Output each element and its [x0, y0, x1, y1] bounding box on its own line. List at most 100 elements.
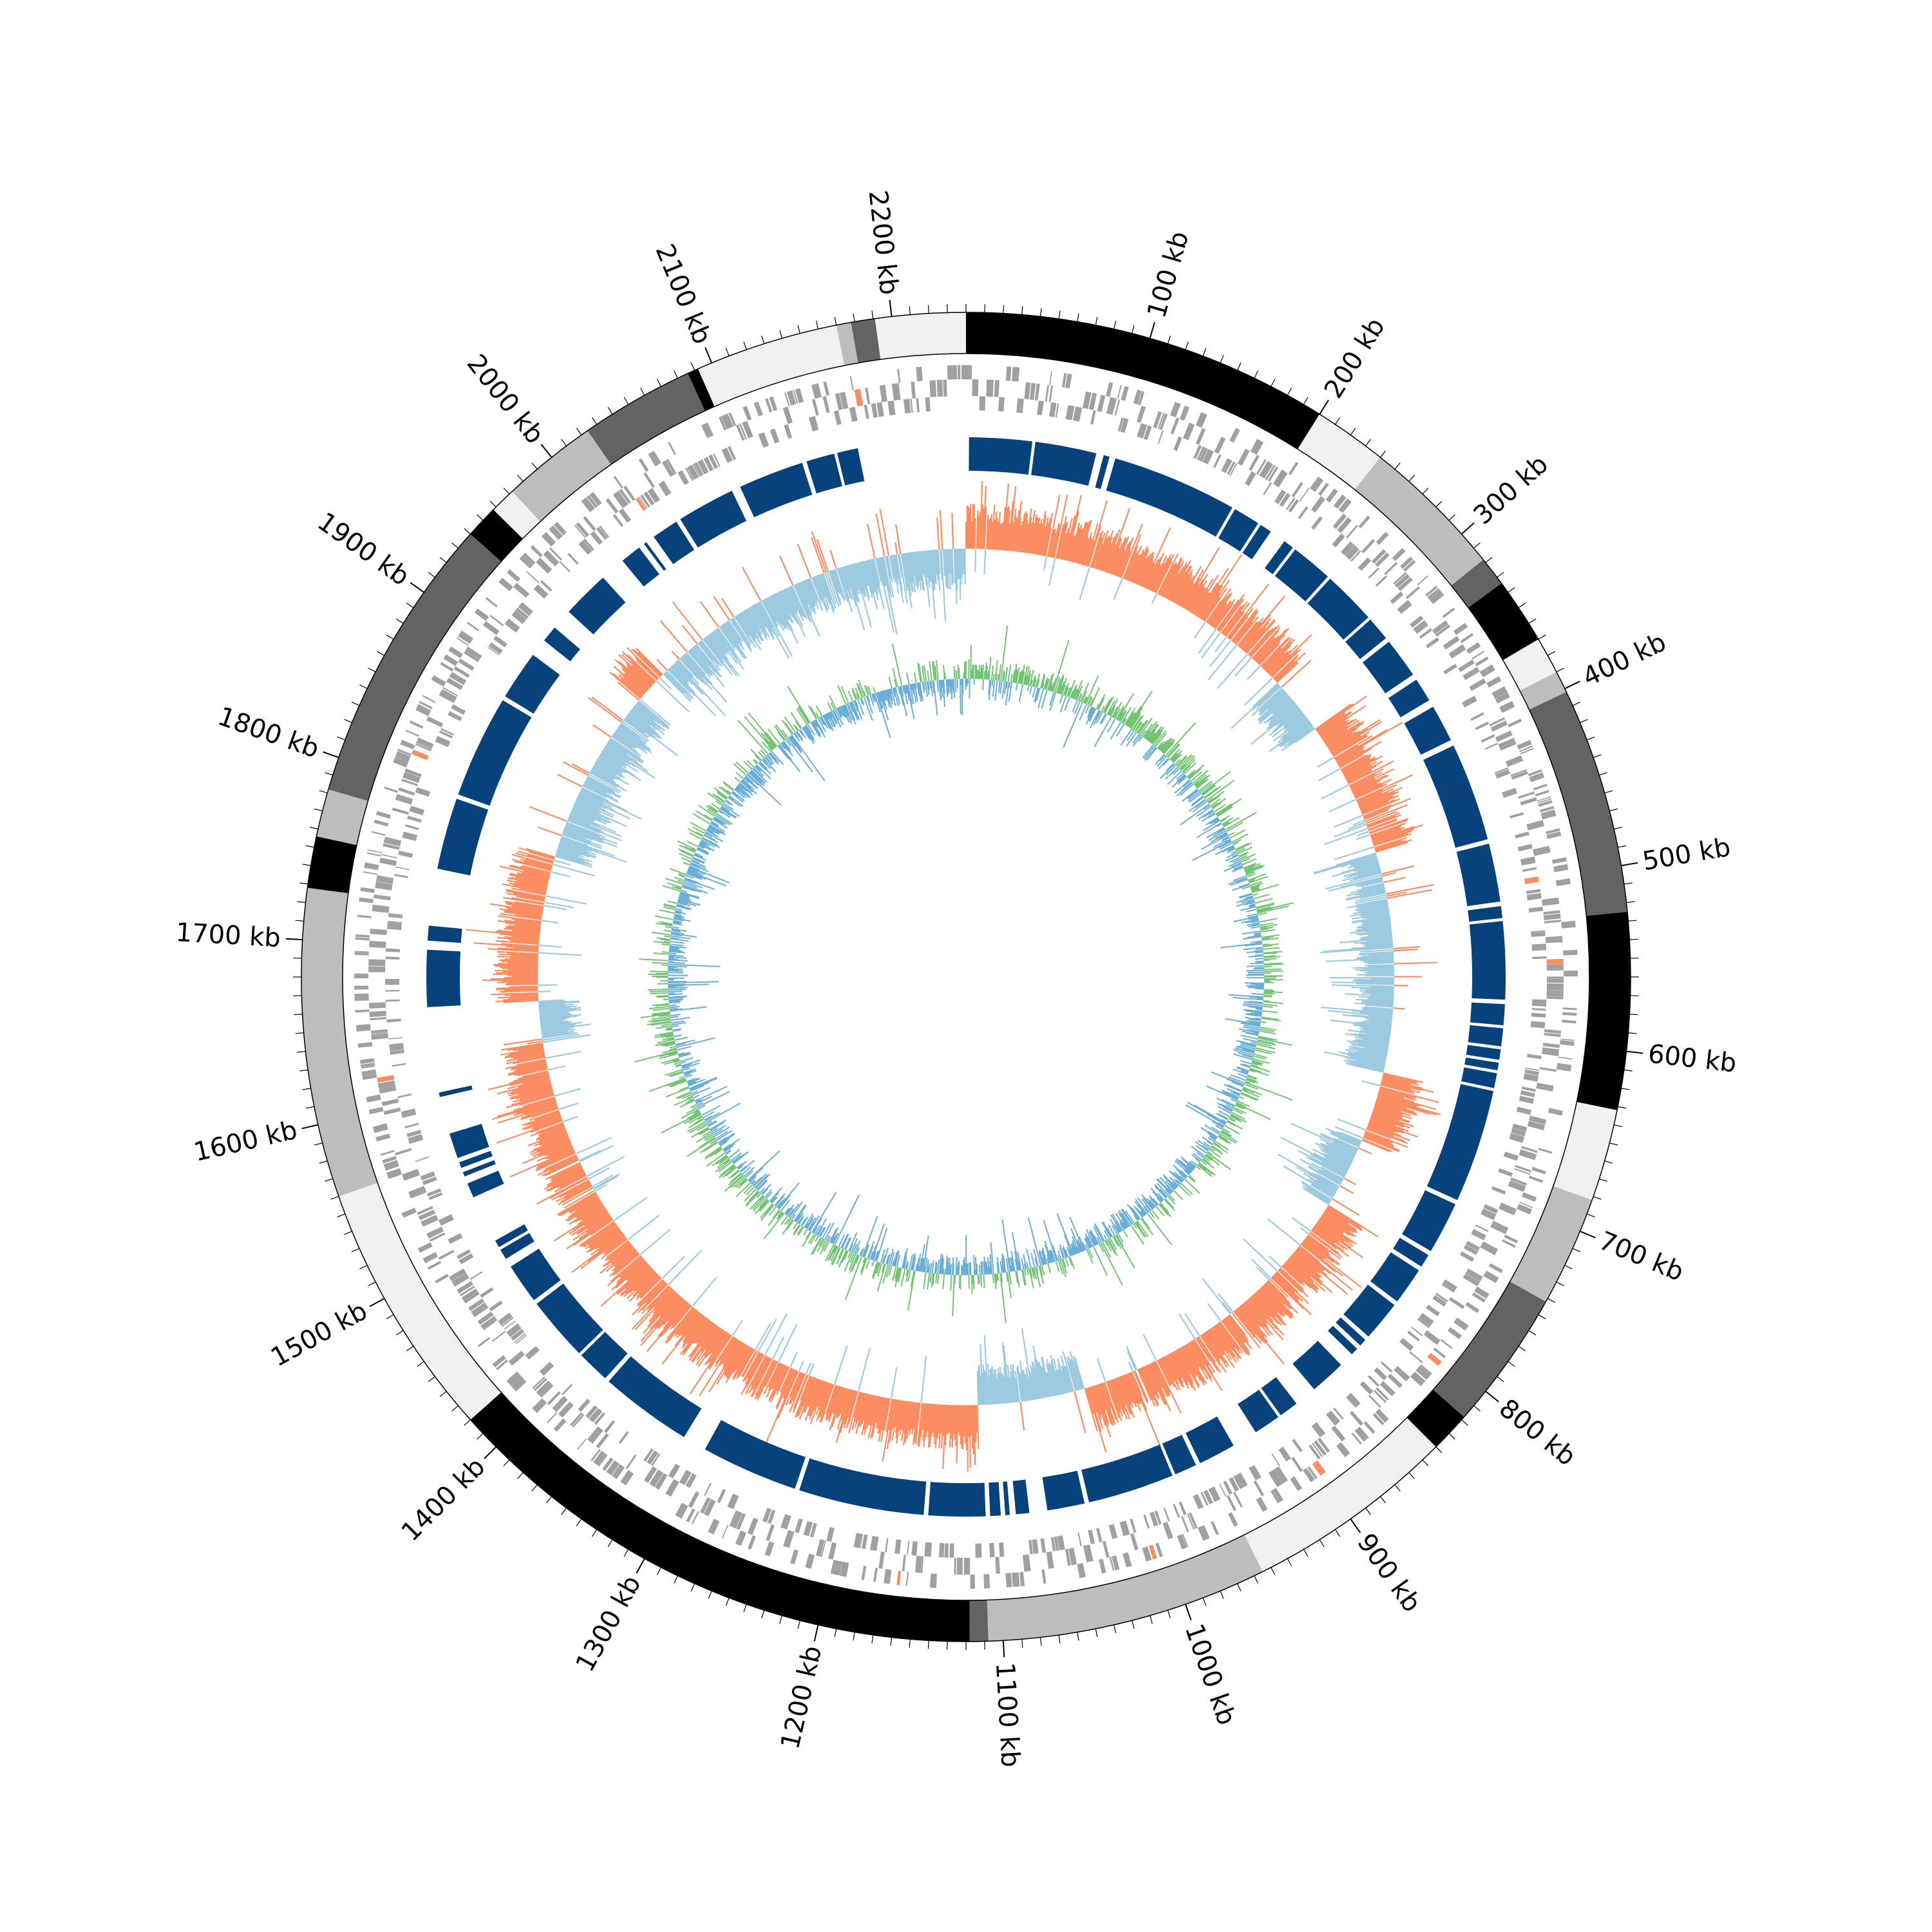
gc-content-bar: [1154, 1184, 1168, 1198]
gc-skew-bar: [563, 831, 592, 842]
gc-content-bar: [1235, 1103, 1271, 1121]
gc-content-bar: [889, 688, 893, 695]
gc-skew-bar: [1170, 1352, 1189, 1386]
gc-content-bar: [920, 1258, 924, 1272]
gc-content-bar: [1239, 893, 1253, 899]
gc-skew-bar: [1023, 523, 1029, 553]
gc-content-bar: [1023, 1254, 1027, 1269]
gc-skew-bar: [833, 1345, 848, 1385]
gc-content-bar: [1237, 1045, 1255, 1052]
gc-skew-bar: [567, 1200, 601, 1222]
gc-skew-bar: [578, 1204, 604, 1222]
gc-content-bar: [836, 1248, 845, 1265]
gc-skew-bar: [1024, 1374, 1030, 1401]
gc-skew-bar: [1003, 1345, 1010, 1403]
gc-content-bar: [1168, 1194, 1175, 1202]
gc-skew-bar: [579, 1144, 614, 1162]
gc-skew-bar: [1368, 998, 1394, 1001]
gc-skew-bar: [1126, 1350, 1137, 1370]
gc-content-bar: [784, 1208, 791, 1215]
gc-skew-bar: [934, 549, 938, 575]
gc-skew-bar: [587, 776, 614, 792]
gc-content-bar: [660, 1041, 676, 1046]
gc-skew-bar: [1011, 1370, 1017, 1403]
gc-content-bar: [1060, 677, 1067, 695]
gc-skew-bar: [1220, 605, 1242, 634]
gc-skew-bar: [1262, 638, 1293, 670]
gc-skew-bar: [748, 607, 768, 638]
gene-feature: [970, 1574, 975, 1589]
gc-content-bar: [686, 1107, 699, 1114]
gc-skew-bar: [684, 653, 728, 703]
gc-skew-bar: [1263, 1284, 1294, 1316]
gc-skew-bar: [1381, 1082, 1420, 1094]
gc-skew-bar: [639, 1297, 683, 1346]
gc-skew-bar: [556, 851, 585, 862]
gc-content-bar: [754, 1175, 768, 1188]
gc-content-bar: [692, 826, 705, 835]
gc-skew-bar: [506, 890, 545, 899]
region-block: [1327, 1325, 1358, 1354]
gc-skew-bar: [614, 732, 637, 749]
gc-skew-bar: [1309, 1153, 1347, 1175]
gc-skew-bar: [1349, 773, 1376, 788]
gc-content-bar: [1084, 705, 1090, 714]
gc-content-bar: [668, 951, 686, 954]
gc-skew-bar: [809, 578, 824, 611]
gc-skew-bar: [1321, 719, 1349, 739]
gc-skew-bar: [672, 664, 689, 682]
gc-content-bar: [1208, 817, 1219, 825]
gc-content-bar: [1026, 1262, 1029, 1269]
gc-skew-bar: [1201, 632, 1221, 659]
gc-content-bar: [1005, 681, 1009, 690]
gc-skew-bar: [1302, 1242, 1324, 1260]
gc-content-bar: [761, 1184, 772, 1195]
gc-skew-bar: [1212, 1326, 1235, 1358]
gc-content-bar: [902, 1252, 907, 1269]
gc-content-bar: [1160, 737, 1173, 752]
gene-feature: [1499, 1202, 1517, 1216]
gc-skew-bar: [1207, 1330, 1225, 1356]
gc-content-bar: [1103, 699, 1111, 713]
gc-content-bar: [1041, 1251, 1046, 1265]
gc-skew-bar: [594, 1184, 607, 1192]
gc-skew-bar: [631, 1287, 672, 1330]
gc-content-bar: [688, 867, 698, 873]
gene-feature: [1034, 383, 1040, 401]
gc-skew-bar: [738, 1349, 755, 1378]
gc-skew-bar: [1358, 1032, 1390, 1039]
gene-feature: [1502, 788, 1517, 798]
gc-skew-bar: [721, 598, 735, 618]
gc-skew-bar: [1327, 1206, 1362, 1228]
gc-skew-bar: [849, 564, 859, 594]
gc-content-bar: [703, 1133, 714, 1141]
gc-content-bar: [754, 766, 764, 777]
gc-content-bar: [1200, 771, 1231, 795]
gc-content-bar: [777, 1182, 800, 1209]
gc-content-bar: [697, 846, 709, 853]
gc-content-bar: [1018, 684, 1024, 703]
gene-feature: [1475, 656, 1489, 667]
gc-skew-bar: [513, 1072, 549, 1083]
gene-feature: [1427, 588, 1440, 599]
gc-content-bar: [907, 684, 913, 705]
gc-content-bar: [1242, 1086, 1262, 1095]
gc-content-bar: [1171, 1171, 1183, 1183]
gc-skew-bar: [1177, 1349, 1200, 1387]
gc-content-bar: [1240, 853, 1256, 862]
gc-content-bar: [876, 692, 883, 709]
gc-content-bar: [674, 1060, 680, 1063]
gc-content-bar: [774, 1193, 786, 1206]
gene-feature: [1048, 385, 1054, 402]
gc-content-bar: [904, 685, 907, 694]
gc-content-bar: [775, 724, 788, 739]
gc-skew-bar: [1036, 1359, 1045, 1399]
gc-content-bar: [1036, 678, 1040, 688]
gc-skew-bar: [647, 1293, 679, 1327]
gc-skew-bar: [544, 1143, 573, 1157]
gc-skew-bar: [1354, 1036, 1390, 1043]
gc-content-bar: [1243, 896, 1254, 900]
gc-skew-bar: [830, 570, 840, 593]
gc-skew-bar: [1118, 1376, 1135, 1418]
gc-skew-bar: [646, 1302, 689, 1352]
